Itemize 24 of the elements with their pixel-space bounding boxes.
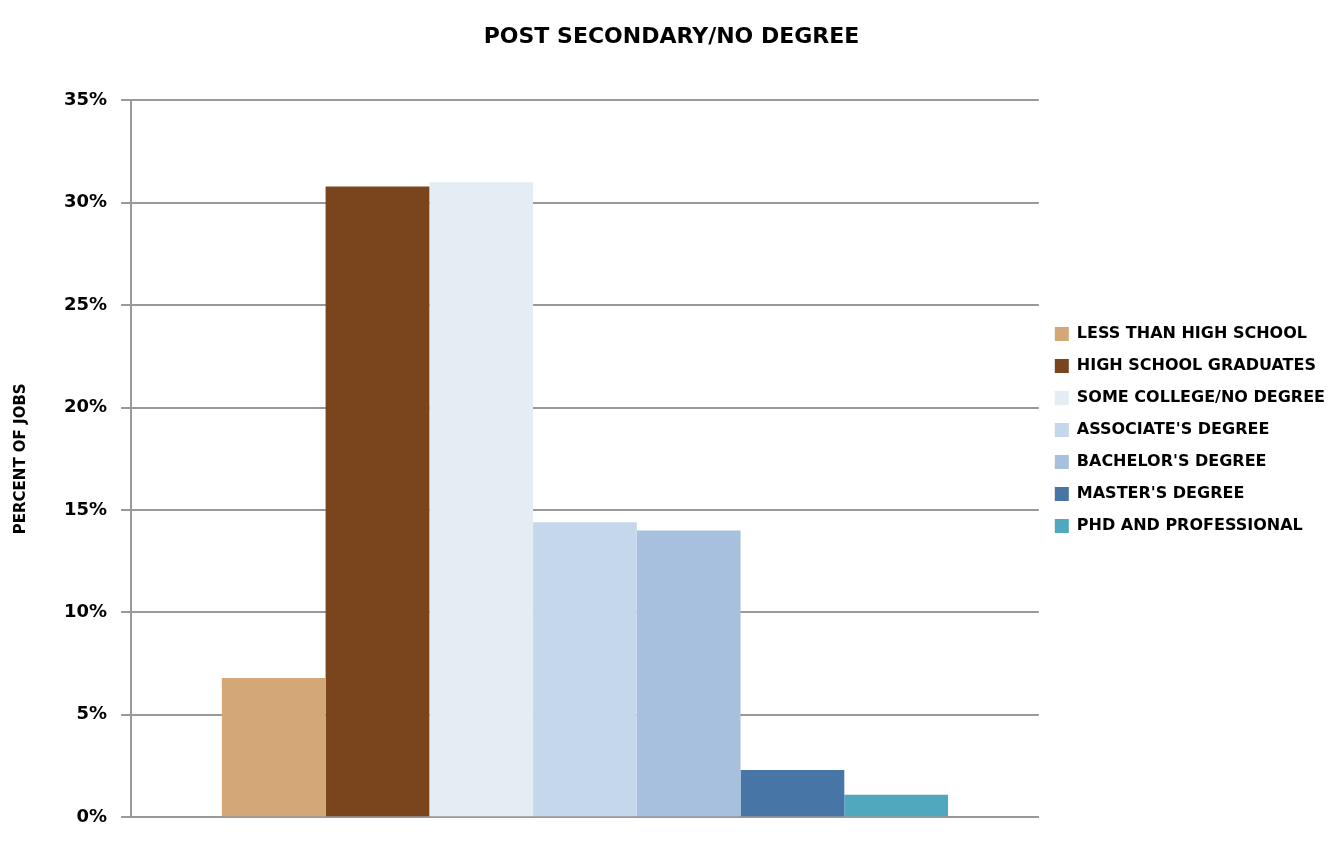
y-tick-label: 10% bbox=[63, 600, 108, 622]
legend-label: BACHELOR'S DEGREE bbox=[1076, 451, 1267, 471]
bar bbox=[533, 522, 637, 817]
legend-label: LESS THAN HIGH SCHOOL bbox=[1076, 323, 1307, 343]
legend-label: HIGH SCHOOL GRADUATES bbox=[1076, 355, 1316, 375]
chart-title: POST SECONDARY/NO DEGREE bbox=[483, 22, 860, 48]
y-tick-label: 25% bbox=[63, 292, 108, 314]
y-tick-label: 35% bbox=[63, 88, 108, 110]
bar bbox=[740, 770, 845, 817]
y-tick-label: 0% bbox=[76, 804, 108, 826]
legend-label: MASTER'S DEGREE bbox=[1076, 483, 1245, 503]
y-tick-label: 15% bbox=[63, 497, 108, 519]
bar bbox=[636, 530, 741, 817]
y-axis-title: PERCENT OF JOBS bbox=[10, 383, 29, 535]
legend-label: SOME COLLEGE/NO DEGREE bbox=[1076, 387, 1325, 407]
bar bbox=[429, 182, 534, 817]
legend-label: ASSOCIATE'S DEGREE bbox=[1076, 419, 1270, 439]
bar bbox=[325, 186, 430, 817]
y-tick-label: 30% bbox=[63, 190, 108, 212]
bar bbox=[844, 794, 949, 817]
y-tick-label: 20% bbox=[63, 395, 108, 417]
y-tick-label: 5% bbox=[76, 702, 108, 724]
bar bbox=[221, 677, 326, 817]
legend-label: PHD AND PROFESSIONAL bbox=[1076, 515, 1303, 535]
